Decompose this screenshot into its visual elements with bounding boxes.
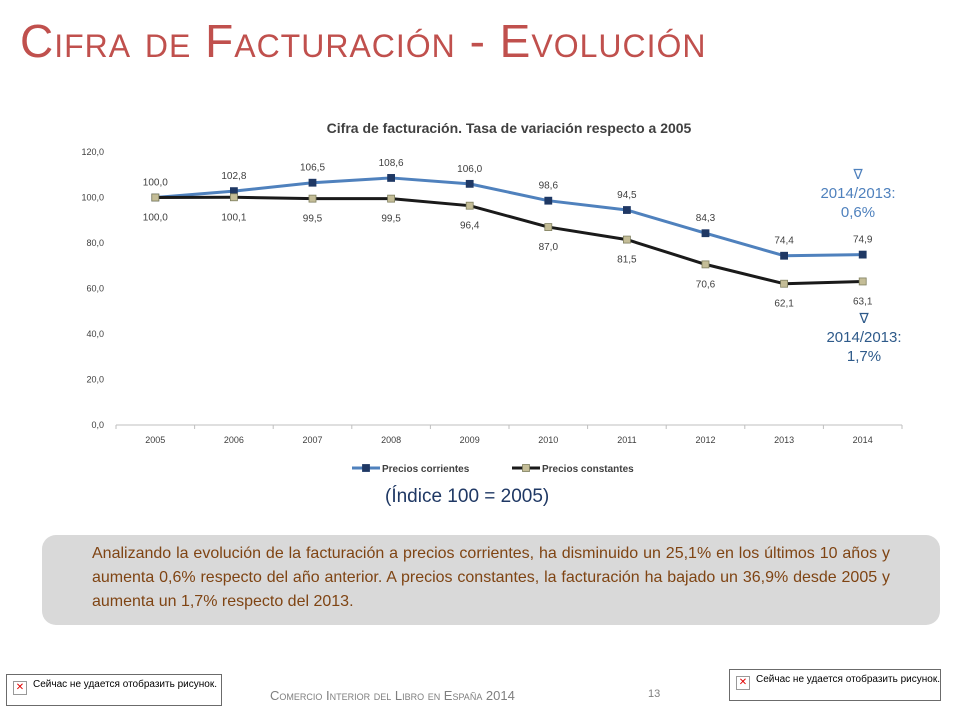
data-label: 87,0 [539, 242, 559, 253]
series-line-constantes [155, 195, 863, 286]
data-label: 81,5 [617, 255, 637, 266]
data-label: 96,4 [460, 221, 480, 232]
x-tick-label: 2006 [224, 435, 244, 445]
data-point [308, 194, 317, 203]
broken-image-icon: ✕ [736, 676, 750, 690]
page-number: 13 [648, 688, 661, 700]
annotation-constantes: ∇ 2014/2013: 1,7% [818, 309, 910, 366]
data-label: 108,6 [379, 158, 404, 169]
data-point [780, 279, 788, 288]
data-point [465, 201, 474, 210]
data-label: 100,1 [221, 212, 246, 223]
data-label: 100,0 [143, 213, 168, 224]
summary-text: Analizando la evolución de la facturació… [92, 545, 890, 610]
index-note: (Índice 100 = 2005) [385, 486, 550, 507]
data-label: 74,9 [853, 235, 873, 246]
x-tick-label: 2008 [381, 435, 401, 445]
y-tick-label: 0,0 [91, 420, 104, 430]
x-tick-label: 2012 [695, 435, 715, 445]
data-point [858, 250, 867, 259]
broken-image-icon: ✕ [13, 681, 27, 695]
y-tick-label: 20,0 [86, 375, 104, 385]
y-tick-label: 120,0 [81, 147, 104, 157]
data-label: 62,1 [774, 299, 794, 310]
chart-title: Cifra de facturación. Tasa de variación … [327, 120, 692, 136]
footer-text: Comercio Interior del Libro en España 20… [270, 688, 515, 703]
summary-box: Analizando la evolución de la facturació… [42, 535, 940, 625]
legend-marker [362, 464, 370, 472]
x-tick-label: 2009 [460, 435, 480, 445]
data-label: 99,5 [303, 214, 323, 225]
data-point [465, 179, 474, 188]
data-point [387, 174, 396, 182]
data-label: 106,0 [457, 164, 482, 175]
legend-label: Precios constantes [542, 464, 634, 475]
data-label: 98,6 [539, 181, 559, 192]
data-point [151, 193, 160, 202]
annotation-value: 1,7% [846, 348, 882, 365]
data-label: 74,4 [774, 236, 794, 247]
delta-symbol: ∇ [859, 310, 869, 326]
x-tick-label: 2014 [853, 435, 873, 445]
x-tick-label: 2011 [617, 435, 636, 445]
missing-image-message: Сейчас не удается отобразить рисунок. [33, 679, 217, 690]
data-point [623, 235, 631, 244]
data-point [308, 178, 317, 187]
line-chart: Cifra de facturación. Tasa de variación … [81, 120, 903, 475]
data-label: 84,3 [696, 213, 716, 224]
data-point [701, 229, 710, 238]
y-tick-label: 60,0 [86, 284, 104, 294]
y-tick-label: 100,0 [81, 193, 104, 203]
annotation-text: 2014/2013: [820, 185, 896, 202]
data-label: 94,5 [617, 190, 637, 201]
data-point [780, 251, 788, 260]
data-label: 102,8 [221, 171, 246, 182]
missing-image-right: ✕ Сейчас не удается отобразить рисунок. [729, 669, 941, 701]
data-label: 99,5 [381, 214, 401, 225]
data-point [858, 277, 867, 286]
data-point [387, 194, 396, 203]
legend-label: Precios corrientes [382, 464, 470, 475]
data-point [229, 193, 238, 202]
data-point [623, 206, 631, 214]
data-label: 63,1 [853, 296, 873, 307]
legend-marker [522, 464, 530, 472]
data-label: 70,6 [696, 279, 716, 290]
x-tick-label: 2010 [538, 435, 558, 445]
y-tick-label: 80,0 [86, 238, 104, 248]
annotation-value: 0,6% [840, 204, 876, 221]
missing-image-left: ✕ Сейчас не удается отобразить рисунок. [6, 674, 222, 706]
data-label: 100,0 [143, 178, 168, 189]
x-tick-label: 2007 [302, 435, 322, 445]
data-point [544, 223, 553, 231]
data-point [701, 260, 710, 269]
delta-symbol: ∇ [853, 166, 863, 182]
y-tick-label: 40,0 [86, 329, 104, 339]
series-line-corrientes [155, 176, 863, 258]
slide-title: Cifra de Facturación - Evolución [20, 15, 707, 67]
data-label: 106,5 [300, 163, 325, 174]
annotation-corrientes: ∇ 2014/2013: 0,6% [812, 165, 904, 222]
x-tick-label: 2005 [145, 435, 165, 445]
missing-image-message: Сейчас не удается отобразить рисунок. [756, 674, 940, 685]
x-tick-label: 2013 [774, 435, 794, 445]
data-point [544, 196, 553, 205]
annotation-text: 2014/2013: [826, 329, 902, 346]
